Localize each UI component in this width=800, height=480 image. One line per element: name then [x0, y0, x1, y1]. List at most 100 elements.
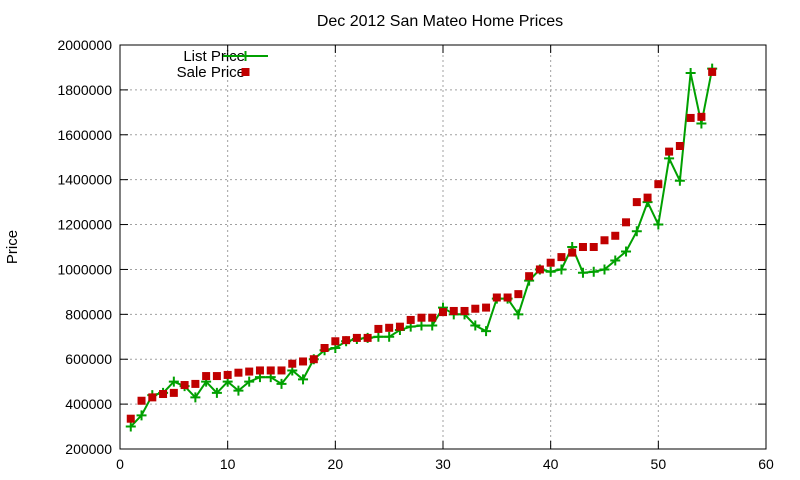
sale-price-point — [342, 336, 351, 345]
list-price-point — [298, 374, 309, 385]
sale-price-point — [708, 67, 717, 76]
sale-price-point — [428, 313, 437, 322]
sale-price-point — [568, 248, 577, 257]
sale-price-point — [632, 198, 641, 207]
sale-price-point — [202, 372, 211, 381]
x-tick-label: 40 — [543, 456, 559, 472]
legend-label: Sale Price — [177, 64, 245, 81]
sale-price-point — [245, 367, 254, 376]
plot-border — [119, 44, 767, 450]
sale-price-point — [654, 180, 663, 189]
sale-price-point — [686, 113, 695, 122]
x-tick-label: 20 — [328, 456, 344, 472]
list-price-point — [233, 385, 244, 396]
list-price-point — [610, 255, 621, 266]
list-price-point — [653, 219, 664, 230]
sale-price-point — [288, 359, 297, 368]
sale-price-point — [191, 379, 200, 388]
list-price-point — [211, 387, 222, 398]
sale-price-point — [471, 304, 480, 313]
sale-price-point — [697, 112, 706, 121]
list-price-point — [545, 266, 556, 277]
sale-price-point — [665, 147, 674, 156]
sale-price-point — [234, 368, 243, 377]
list-price-point — [373, 331, 384, 342]
sale-price-point — [675, 142, 684, 150]
y-tick-label: 400000 — [65, 396, 112, 412]
sale-price-point — [482, 303, 491, 312]
sale-price-point — [137, 396, 146, 405]
y-tick-label: 2000000 — [57, 37, 112, 53]
list-price-point — [276, 378, 287, 389]
list-price-point — [599, 264, 610, 275]
sale-price-point — [180, 381, 189, 390]
sale-price-point — [600, 236, 609, 245]
list-price-point — [136, 410, 147, 421]
chart-title: Dec 2012 San Mateo Home Prices — [317, 13, 563, 30]
series-sale-price — [126, 67, 717, 423]
sale-price-point — [363, 333, 372, 342]
legend-square-marker — [241, 68, 250, 76]
sale-price-point — [460, 306, 469, 315]
list-price-point — [481, 326, 492, 337]
list-price-point — [416, 320, 427, 331]
sale-price-point — [309, 355, 318, 364]
sale-price-point — [514, 290, 523, 299]
sale-price-point — [449, 306, 458, 315]
sale-price-point — [320, 344, 329, 352]
sale-price-point — [439, 308, 447, 317]
legend-label: List Price — [183, 48, 245, 65]
sale-price-point — [385, 323, 394, 332]
list-price-point — [470, 320, 481, 331]
sale-price-point — [169, 388, 178, 397]
y-tick-label: 1600000 — [57, 127, 112, 143]
sale-price-point — [622, 218, 631, 227]
sale-price-point — [535, 265, 544, 274]
sale-price-point — [277, 366, 286, 375]
y-tick-label: 1000000 — [57, 261, 112, 277]
series — [125, 63, 718, 432]
list-price-point — [674, 175, 685, 186]
y-tick-label: 1400000 — [57, 172, 112, 188]
list-price-point — [556, 264, 567, 275]
sale-price-point — [557, 253, 566, 262]
list-price-point — [631, 226, 642, 237]
list-price-point — [577, 267, 588, 278]
list-price-point — [190, 392, 201, 403]
y-tick-label: 200000 — [65, 441, 112, 457]
list-price-point — [244, 376, 255, 387]
y-tick-label: 1200000 — [57, 217, 112, 233]
sale-price-point — [352, 333, 361, 342]
sale-price-point — [255, 366, 264, 375]
sale-price-point — [492, 293, 501, 302]
list-price-point — [384, 331, 395, 342]
x-tick-label: 30 — [435, 456, 451, 472]
sale-price-point — [417, 313, 426, 322]
list-price-point — [125, 421, 136, 432]
tick-labels: 200000 400000 600000 800000 1000000 1200000 14… — [57, 37, 774, 472]
y-tick-label: 1800000 — [57, 82, 112, 98]
y-tick-label: 800000 — [65, 306, 112, 322]
list-price-point — [427, 320, 438, 331]
plot-frame — [119, 44, 767, 450]
sale-price-point — [589, 243, 598, 251]
sale-price-point — [148, 393, 157, 402]
sale-price-point — [395, 322, 404, 331]
list-price-point — [621, 246, 632, 257]
sale-price-point — [578, 243, 587, 251]
list-price-point — [588, 266, 599, 277]
y-tick-label: 600000 — [65, 351, 112, 367]
sale-price-point — [546, 258, 555, 267]
sale-price-point — [159, 390, 168, 399]
y-axis-label: Price — [4, 230, 21, 264]
x-tick-label: 60 — [758, 456, 774, 472]
sale-price-point — [525, 272, 534, 281]
sale-price-point — [212, 372, 221, 381]
sale-price-point — [126, 414, 135, 423]
sale-price-point — [266, 366, 275, 375]
x-tick-label: 0 — [116, 456, 124, 472]
legend-plus-marker — [240, 51, 251, 61]
sale-price-point — [331, 337, 340, 346]
